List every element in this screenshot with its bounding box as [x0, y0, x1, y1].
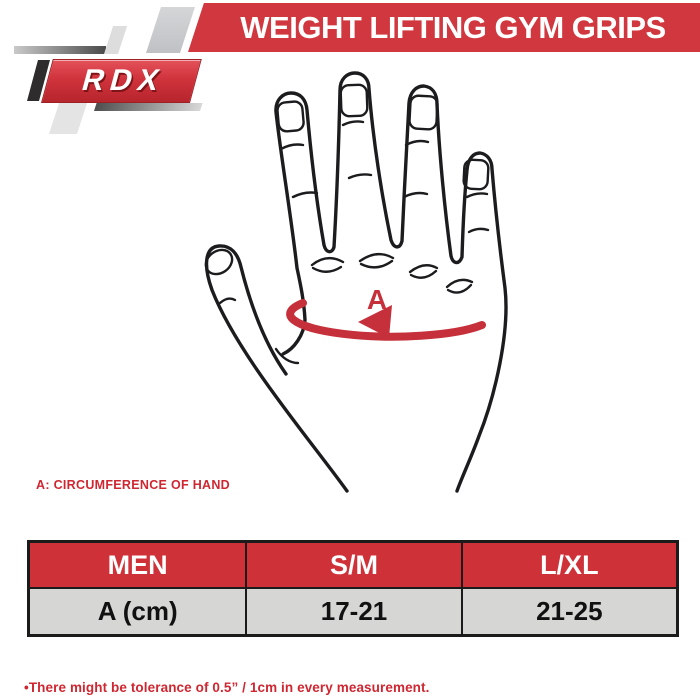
ring-crease-1	[404, 139, 430, 147]
knuckle-4b	[446, 283, 473, 294]
table-header-men: MEN	[30, 543, 246, 587]
knuckle-2b	[359, 259, 394, 269]
decor-stripe-lower	[49, 103, 88, 134]
decor-stripe-large	[146, 7, 195, 53]
thumb-nail	[204, 248, 234, 276]
ring-crease-2	[402, 191, 429, 199]
circumference-caption: A: CIRCUMFERENCE OF HAND	[36, 478, 230, 492]
index-nail	[276, 100, 305, 133]
page-title: WEIGHT LIFTING GYM GRIPS	[240, 9, 666, 45]
thumb-web-line	[274, 347, 300, 365]
table-cell-sm-range: 17-21	[245, 587, 461, 634]
table-header-sm: S/M	[245, 543, 461, 587]
pinky-crease-2	[467, 227, 490, 234]
knuckle-3	[408, 264, 439, 274]
decor-gradient-bar-top	[14, 46, 106, 54]
measurement-label-a: A	[367, 284, 387, 315]
table-header-lxl: L/XL	[460, 543, 676, 587]
pinky-crease-1	[465, 192, 489, 199]
hand-silhouette	[206, 73, 506, 491]
thumb-crease	[218, 297, 237, 305]
circumference-arrow-arc	[286, 299, 486, 341]
index-crease-2	[291, 191, 319, 199]
pinky-nail	[462, 158, 490, 191]
index-crease-1	[279, 143, 305, 151]
knuckle-3b	[409, 269, 438, 279]
tolerance-footnote: •There might be tolerance of 0.5” / 1cm …	[24, 680, 430, 695]
middle-crease-2	[347, 173, 373, 180]
hand-outline-fingers	[274, 71, 508, 493]
table-cell-measure: A (cm)	[30, 587, 246, 634]
arrow-head-icon	[358, 305, 392, 338]
knuckle-2	[358, 253, 395, 263]
decor-stripe-small	[104, 26, 128, 54]
knuckle-4	[445, 278, 474, 289]
rdx-logo-text: RDX	[78, 64, 169, 97]
table-cell-lxl-range: 21-25	[460, 587, 676, 634]
knuckle-1	[310, 257, 345, 267]
knuckle-1b	[311, 265, 343, 273]
ring-nail	[408, 94, 439, 131]
middle-crease-1	[341, 120, 365, 127]
size-table: MEN S/M L/XL A (cm) 17-21 21-25	[27, 540, 679, 637]
hand-measurement-diagram: A	[204, 71, 508, 493]
middle-nail	[339, 83, 369, 118]
hand-outline-thumb	[204, 244, 349, 493]
